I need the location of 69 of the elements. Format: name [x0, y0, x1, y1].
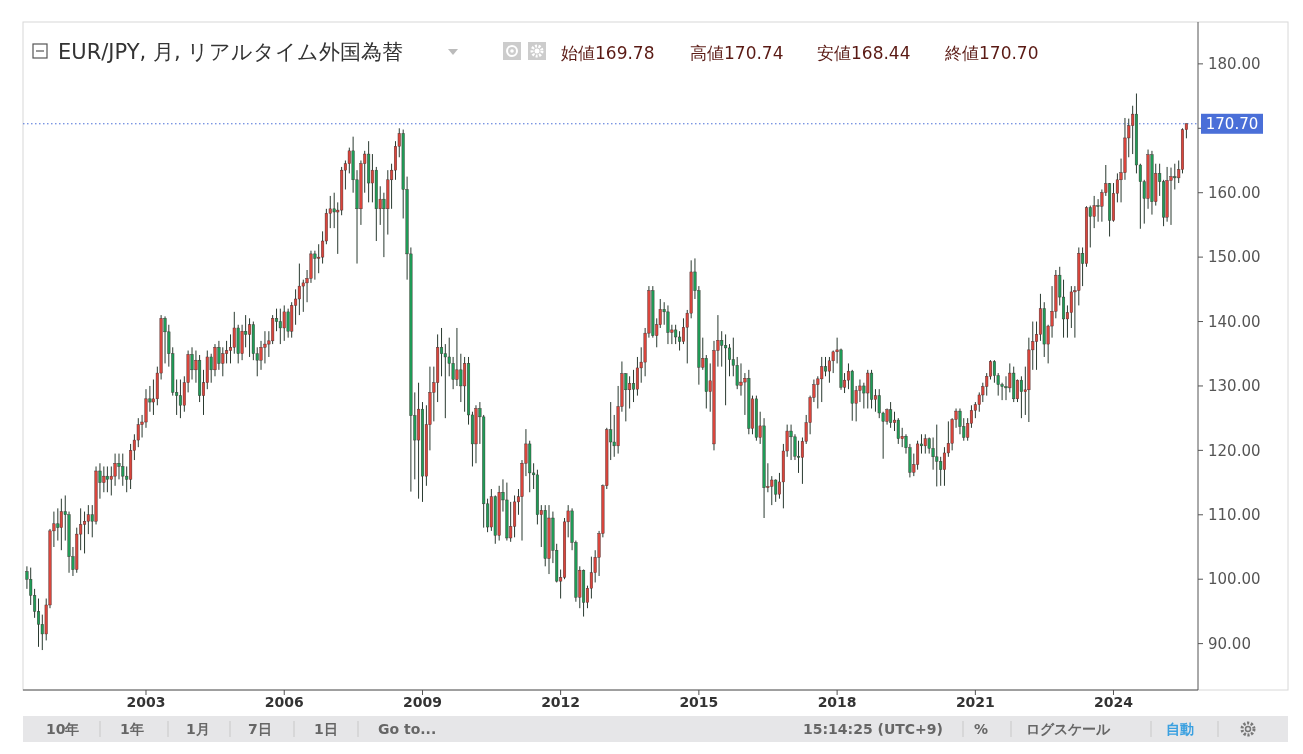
candlestick — [463, 356, 467, 413]
candlestick — [1004, 375, 1008, 401]
x-tick-label: 2024 — [1094, 694, 1134, 710]
candlestick — [190, 346, 194, 381]
text: 1月 — [186, 721, 210, 737]
text: 15:14:25 (UTC+9) — [803, 721, 943, 737]
candlestick — [105, 465, 109, 493]
candlestick — [59, 498, 63, 551]
y-tick-label: 120.00 — [1208, 441, 1261, 460]
x-tick-label: 2003 — [126, 694, 166, 710]
x-tick-label: 2018 — [817, 694, 857, 710]
candlestick — [992, 359, 996, 384]
candlestick — [666, 304, 670, 345]
text: 7日 — [248, 721, 272, 737]
candlestick — [178, 379, 182, 419]
candlestick — [935, 424, 939, 487]
y-tick-label: 90.00 — [1208, 634, 1251, 653]
x-tick-label: 2021 — [955, 694, 995, 710]
y-tick-label: 150.00 — [1208, 248, 1261, 267]
annotation: 安値168.44 — [817, 43, 911, 63]
text: EUR/JPY, 月, リアルタイム外国為替 — [58, 40, 404, 64]
y-tick-label: 180.00 — [1208, 55, 1261, 74]
text: 自動 — [1166, 721, 1194, 737]
candlestick — [1169, 167, 1173, 226]
text: % — [974, 721, 989, 737]
candlestick — [624, 372, 628, 422]
candlestick — [1173, 163, 1177, 190]
candlestick — [942, 446, 946, 487]
candlestick — [278, 308, 282, 345]
annotation: 高値170.74 — [690, 43, 784, 63]
candlestick — [286, 308, 290, 339]
candlestick — [789, 424, 793, 461]
candlestick — [37, 598, 41, 648]
annotation: 始値169.78 — [561, 43, 655, 63]
y-tick-label: 100.00 — [1208, 570, 1261, 589]
annotation: 終値170.70 — [944, 43, 1039, 63]
candlestick — [678, 330, 682, 352]
x-tick-label: 2015 — [679, 694, 719, 710]
candlestick — [728, 343, 732, 377]
candlestick — [632, 369, 636, 403]
text: Go to... — [378, 721, 437, 737]
candlestick — [724, 333, 728, 406]
candlestick — [455, 327, 459, 387]
text: 10年 — [46, 721, 80, 737]
x-tick-label: 2006 — [264, 694, 304, 710]
candlestick — [248, 317, 252, 358]
y-tick-label: 160.00 — [1208, 183, 1261, 202]
text: 1日 — [314, 721, 338, 737]
x-tick-label: 2009 — [403, 694, 442, 710]
candlestick — [939, 456, 943, 487]
candlestick — [56, 507, 60, 542]
y-tick-label: 140.00 — [1208, 312, 1261, 331]
candlestick — [889, 401, 893, 429]
y-tick-label: 110.00 — [1208, 506, 1261, 525]
ref-line-label: 170.70 — [1205, 115, 1259, 134]
candlestick — [102, 465, 106, 493]
candlestick — [681, 317, 685, 345]
x-tick-label: 2012 — [541, 694, 581, 710]
candlestick — [1062, 279, 1066, 339]
candlestick — [923, 433, 927, 455]
candlestick — [866, 369, 870, 409]
candlestick — [820, 356, 824, 403]
text: 1年 — [120, 721, 144, 737]
candlestick — [628, 375, 632, 409]
candlestick — [282, 304, 286, 342]
candlestick — [824, 356, 828, 377]
text: ログスケール — [1026, 721, 1111, 737]
y-tick-label: 130.00 — [1208, 377, 1261, 396]
candlestick — [877, 388, 881, 419]
